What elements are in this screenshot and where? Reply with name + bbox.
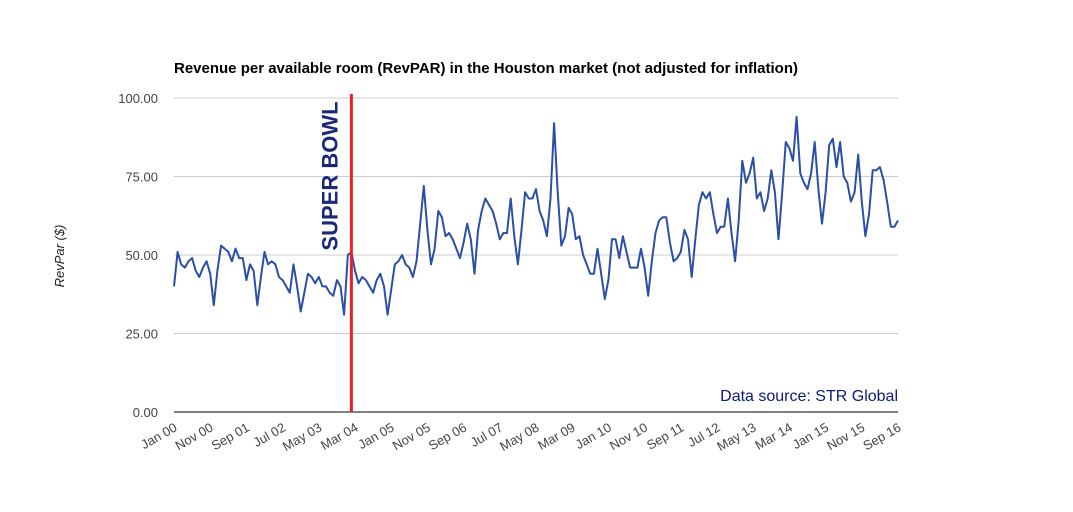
x-tick-label: Jan 05	[355, 420, 396, 453]
x-tick-label: Mar 09	[535, 420, 578, 453]
y-tick-label: 75.00	[125, 170, 158, 185]
annotations: SUPER BOWL Data source: STR Global	[317, 94, 898, 412]
series-line-revpar	[173, 115, 899, 316]
x-tick-label: May 03	[280, 420, 324, 454]
x-tick-label: May 13	[714, 420, 758, 454]
super-bowl-label: SUPER BOWL	[317, 101, 342, 250]
x-tick-label: Jan 10	[573, 420, 614, 453]
x-tick-label: Jan 00	[138, 420, 179, 453]
y-axis-label: RevPar ($)	[52, 225, 67, 288]
x-tick-label: Nov 10	[607, 420, 650, 454]
x-tick-label: Sep 01	[209, 420, 252, 454]
x-tick-label: Nov 00	[173, 420, 216, 454]
x-tick-label: Sep 06	[426, 420, 469, 454]
x-tick-label: Sep 11	[644, 420, 686, 453]
data-source-note: Data source: STR Global	[720, 388, 898, 405]
chart-title: Revenue per available room (RevPAR) in t…	[174, 60, 798, 77]
x-tick-label: Nov 15	[824, 420, 867, 454]
x-tick-label: Jan 15	[790, 420, 831, 453]
gridlines	[174, 97, 898, 413]
y-tick-labels: 0.00 25.00 50.00 75.00 100.00	[118, 91, 158, 420]
x-tick-label: Sep 16	[860, 420, 903, 454]
y-tick-label: 0.00	[133, 405, 158, 420]
y-tick-label: 50.00	[125, 248, 158, 263]
x-tick-label: Mar 04	[318, 420, 361, 453]
x-tick-label: May 08	[497, 420, 541, 454]
x-tick-label: Nov 05	[390, 420, 433, 454]
y-tick-label: 100.00	[118, 91, 158, 106]
y-tick-label: 25.00	[125, 327, 158, 342]
x-tick-label: Mar 14	[752, 420, 795, 453]
